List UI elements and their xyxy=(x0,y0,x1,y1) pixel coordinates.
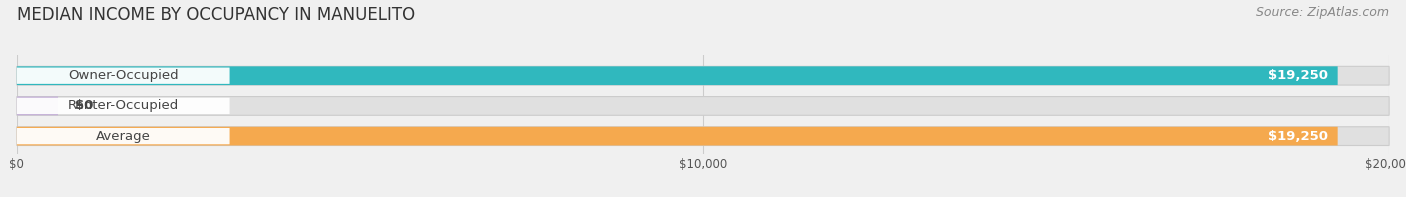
Text: $19,250: $19,250 xyxy=(1268,69,1329,82)
FancyBboxPatch shape xyxy=(17,128,229,144)
Text: Owner-Occupied: Owner-Occupied xyxy=(67,69,179,82)
FancyBboxPatch shape xyxy=(17,98,229,114)
FancyBboxPatch shape xyxy=(17,127,1389,146)
FancyBboxPatch shape xyxy=(17,68,229,84)
Text: $0: $0 xyxy=(75,99,93,112)
Text: Average: Average xyxy=(96,130,150,143)
FancyBboxPatch shape xyxy=(17,66,1389,85)
FancyBboxPatch shape xyxy=(17,97,58,115)
Text: Source: ZipAtlas.com: Source: ZipAtlas.com xyxy=(1256,6,1389,19)
FancyBboxPatch shape xyxy=(17,127,1337,146)
FancyBboxPatch shape xyxy=(17,97,1389,115)
Text: MEDIAN INCOME BY OCCUPANCY IN MANUELITO: MEDIAN INCOME BY OCCUPANCY IN MANUELITO xyxy=(17,6,415,24)
FancyBboxPatch shape xyxy=(17,66,1337,85)
Text: $19,250: $19,250 xyxy=(1268,130,1329,143)
Text: Renter-Occupied: Renter-Occupied xyxy=(67,99,179,112)
